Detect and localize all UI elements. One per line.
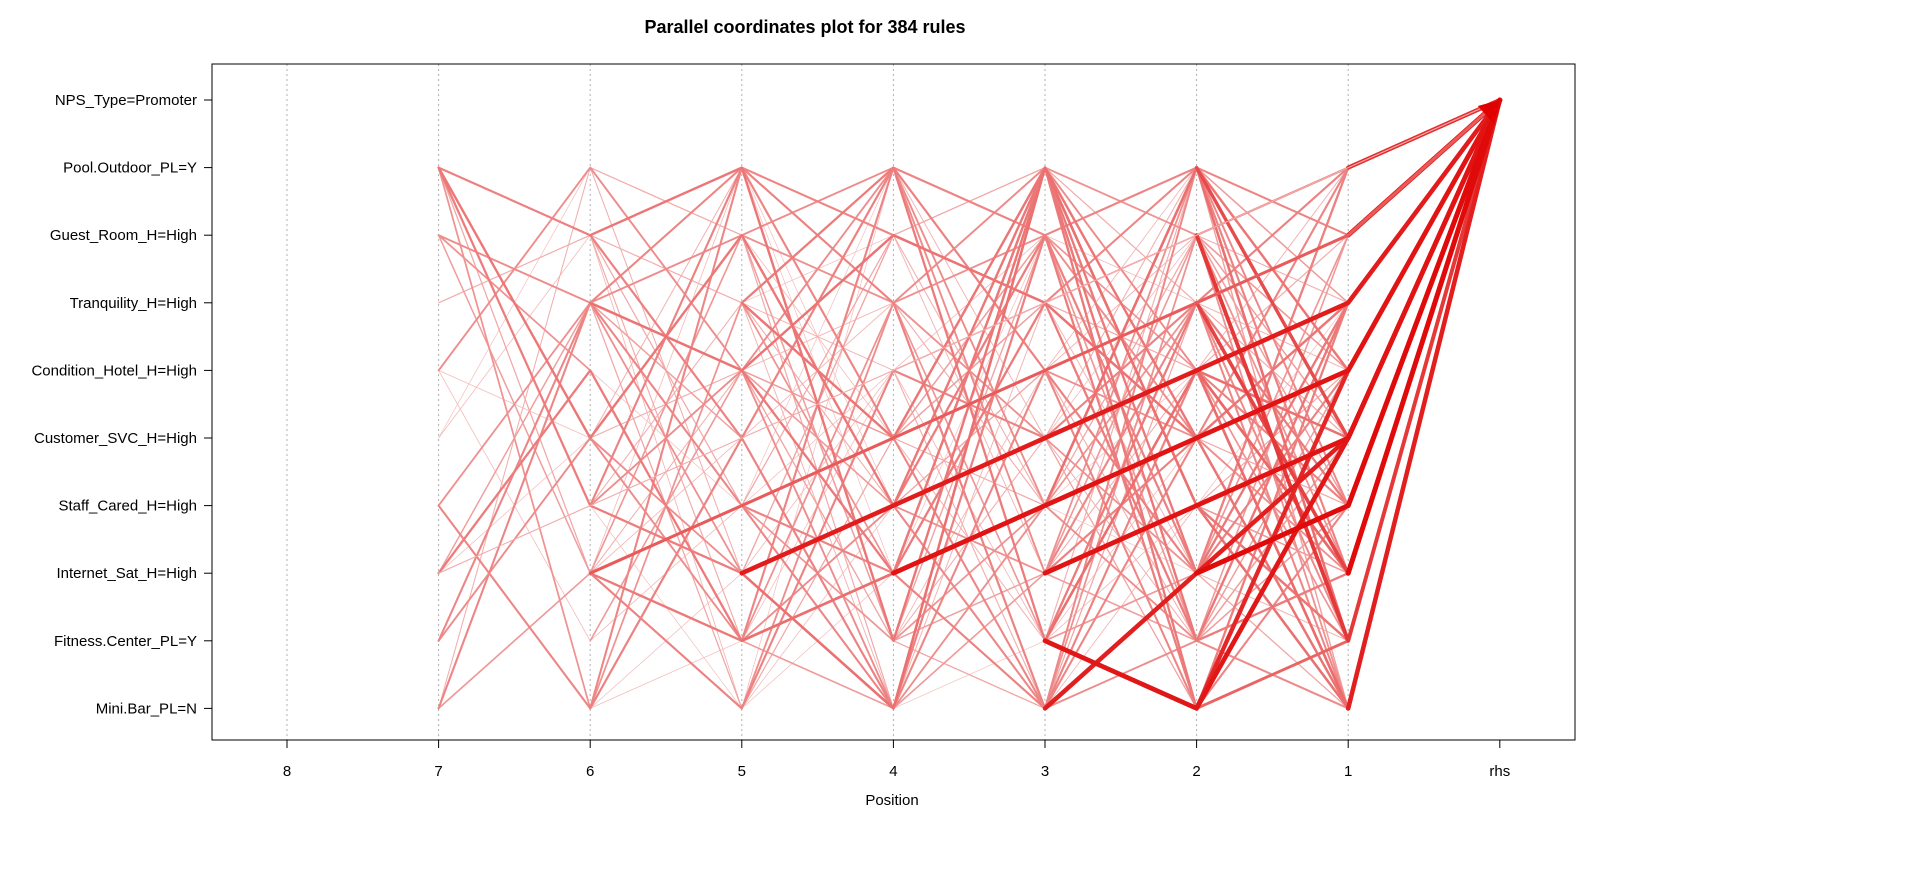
y-tick-label: Internet_Sat_H=High: [56, 565, 197, 582]
rule-line: [1345, 97, 1503, 576]
x-tick-label: 8: [283, 763, 291, 780]
rule-line: [437, 98, 1501, 710]
y-axis: NPS_Type=Promoter Pool.Outdoor_PL=Y Guest_…: [31, 92, 212, 717]
x-tick-label: 4: [889, 763, 897, 780]
y-tick-label: Fitness.Center_PL=Y: [54, 633, 197, 650]
rule-line: [1042, 97, 1503, 576]
x-tick-label: 5: [738, 763, 746, 780]
x-tick-label: rhs: [1489, 763, 1510, 780]
rule-line: [1194, 97, 1503, 576]
y-tick-label: Mini.Bar_PL=N: [96, 700, 197, 717]
y-tick-label: Customer_SVC_H=High: [34, 430, 197, 447]
y-tick-label: Guest_Room_H=High: [50, 227, 197, 244]
x-tick-label: 1: [1344, 763, 1352, 780]
y-tick-label: Tranquility_H=High: [70, 295, 197, 312]
rhs-arrowhead: [1477, 100, 1500, 124]
x-tick-label: 7: [434, 763, 442, 780]
y-tick-label: Condition_Hotel_H=High: [31, 362, 197, 379]
rule-line: [891, 97, 1503, 576]
rule-line: [588, 98, 1502, 575]
x-tick-label: 2: [1192, 763, 1200, 780]
x-axis: 8 7 6 5 4 3 2 1 rhs: [283, 740, 1510, 780]
y-tick-label: Staff_Cared_H=High: [58, 498, 197, 515]
rule-line: [1345, 97, 1503, 711]
x-tick-label: 6: [586, 763, 594, 780]
chart-title: Parallel coordinates plot for 384 rules: [644, 17, 965, 37]
rule-line: [739, 97, 1503, 576]
rule-line: [1194, 98, 1502, 643]
x-tick-label: 3: [1041, 763, 1049, 780]
x-axis-title: Position: [865, 792, 918, 809]
y-tick-label: NPS_Type=Promoter: [55, 92, 197, 109]
rule-lines: [437, 97, 1503, 711]
rule-line: [438, 99, 1501, 574]
y-tick-label: Pool.Outdoor_PL=Y: [63, 160, 197, 177]
